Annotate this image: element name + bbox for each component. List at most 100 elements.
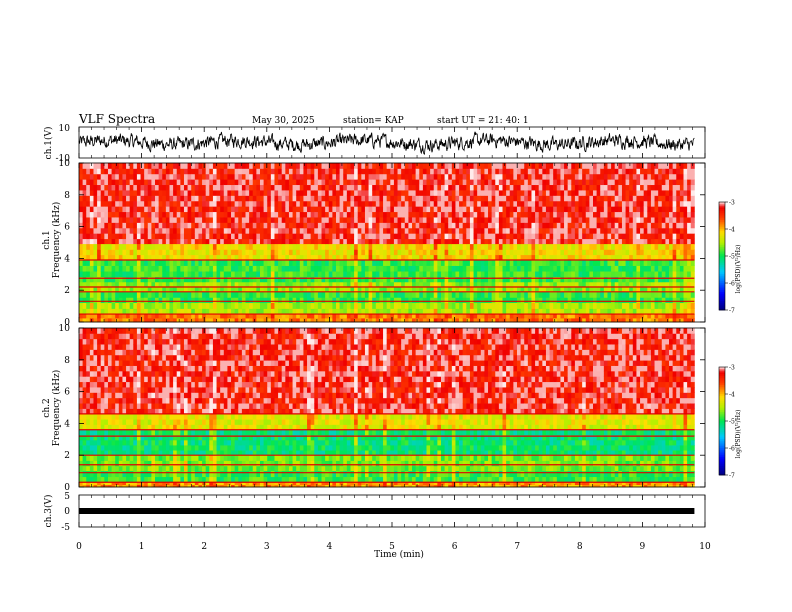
ch1-spectrogram-cell bbox=[498, 211, 503, 218]
ch1-spectrogram-cell bbox=[216, 314, 221, 319]
ch1-spectrogram-cell bbox=[79, 302, 84, 309]
ch1-spectrogram-cell bbox=[676, 291, 681, 298]
ch1-spectrogram-cell bbox=[296, 276, 301, 283]
ch1-spectrogram-cell bbox=[640, 195, 645, 202]
ch1-spectrogram-cell bbox=[640, 282, 645, 288]
ch1-spectrogram-cell bbox=[169, 314, 174, 319]
ch1-spectrogram-cell bbox=[564, 190, 569, 196]
ch1-spectrogram-cell bbox=[216, 308, 221, 315]
ch1-spectrogram-cell bbox=[614, 200, 619, 207]
ch1-spectrogram-cell bbox=[198, 179, 203, 186]
ch1-spectrogram-cell bbox=[473, 308, 478, 315]
ch1-spectrogram-cell bbox=[629, 287, 634, 293]
ch1-spectrogram-cell bbox=[661, 249, 666, 256]
ch1-spectrogram-cell bbox=[513, 302, 518, 309]
ch1-spectrogram-cell bbox=[183, 211, 188, 218]
ch1-spectrogram-cell bbox=[564, 276, 569, 283]
ch1-spectrogram-cell bbox=[538, 276, 543, 283]
ch1-spectrogram-cell bbox=[469, 173, 474, 180]
ch1-spectrogram-cell bbox=[231, 314, 236, 319]
ch1-spectrogram-cell bbox=[372, 297, 377, 304]
ch1-spectrogram-cell bbox=[245, 190, 250, 196]
ch1-spectrogram-cell bbox=[661, 265, 666, 272]
ch1-spectrogram-cell bbox=[495, 297, 500, 304]
ch1-spectrogram-cell bbox=[191, 308, 196, 315]
ch1-spectrogram-cell bbox=[640, 222, 645, 229]
ch1-spectrogram-cell bbox=[216, 200, 221, 207]
ch1-spectrogram-cell bbox=[433, 308, 438, 315]
ch1-spectrogram-cell bbox=[104, 282, 109, 288]
ch1-spectrogram-cell bbox=[607, 282, 612, 288]
ch1-spectrogram-cell bbox=[115, 184, 120, 191]
ch1-spectrogram-cell bbox=[321, 206, 326, 213]
ch1-spectrogram-cell bbox=[183, 227, 188, 234]
ch1-spectrogram-cell bbox=[296, 227, 301, 234]
ch1-spectrogram-cell bbox=[383, 222, 388, 229]
ch1-spectrogram-cell bbox=[115, 318, 120, 323]
ch1-spectrogram-cell bbox=[187, 227, 192, 234]
ch1-spectrogram-cell bbox=[636, 200, 641, 207]
ch1-spectrogram-cell bbox=[408, 302, 413, 309]
ch1-spectrogram-cell bbox=[220, 271, 225, 278]
ch1-spectrogram-cell bbox=[310, 190, 315, 196]
ch1-spectrogram-cell bbox=[368, 217, 373, 223]
ch1-spectrogram-cell bbox=[451, 211, 456, 218]
ch1-spectrogram-cell bbox=[574, 297, 579, 304]
ch1-spectrogram-cell bbox=[477, 265, 482, 272]
ch1-spectrogram-cell bbox=[578, 173, 583, 180]
ch1-spectrogram-cell bbox=[488, 238, 493, 245]
ch1-spectrogram-cell bbox=[426, 287, 431, 293]
ch1-ytick-bottom: -10 bbox=[56, 154, 71, 164]
ch1-spectrogram-cell bbox=[582, 291, 587, 298]
ch1-spectrogram-cell bbox=[270, 190, 275, 196]
ch1-spectrogram-cell bbox=[665, 291, 670, 298]
ch1-spectrogram-cell bbox=[640, 308, 645, 315]
ch1-spectrogram-cell bbox=[321, 244, 326, 250]
ch1-spectrogram-cell bbox=[307, 291, 312, 298]
ch1-spectrogram-cell bbox=[263, 302, 268, 309]
ch1-spectrogram-cell bbox=[234, 173, 239, 180]
ch1-spectrogram-cell bbox=[625, 282, 630, 288]
ch1-spectrogram-cell bbox=[115, 173, 120, 180]
ch1-spectrogram-cell bbox=[173, 217, 178, 223]
ch1-spectrogram-cell bbox=[448, 179, 453, 186]
ch1-spectrogram-cell bbox=[589, 179, 594, 186]
ch1-spectrogram-cell bbox=[292, 238, 297, 245]
ch1-spectrogram-cell bbox=[158, 249, 163, 256]
ch1-spectrogram-cell bbox=[249, 276, 254, 283]
ch1-spectrogram-cell bbox=[79, 195, 84, 202]
ch1-spectrogram-cell bbox=[299, 217, 304, 223]
ch1-spectrogram-cell bbox=[661, 179, 666, 186]
ch1-spectrogram-cell bbox=[104, 184, 109, 191]
ch1-spectrogram-cell bbox=[676, 259, 681, 266]
ch1-spectrogram-cell bbox=[488, 259, 493, 266]
ch1-spectrogram-cell bbox=[672, 206, 677, 213]
ch1-spectrogram-cell bbox=[281, 254, 286, 261]
ch1-spectrogram-cell bbox=[419, 271, 424, 278]
ch1-spectrogram-cell bbox=[469, 200, 474, 207]
ch1-spectrogram-cell bbox=[292, 297, 297, 304]
ch1-spectrogram-cell bbox=[643, 302, 648, 309]
ch1-spectrogram-cell bbox=[535, 211, 540, 218]
ch1-spectrogram-cell bbox=[571, 302, 576, 309]
ch1-spectrogram-cell bbox=[256, 276, 261, 283]
ch1-spectrogram-cell bbox=[122, 287, 127, 293]
ch1-spectrogram-cell bbox=[245, 163, 250, 169]
ch1-spectrogram-cell bbox=[650, 168, 655, 175]
ch1-spectrogram-cell bbox=[183, 163, 188, 169]
ch1-spectrogram-cell bbox=[86, 265, 91, 272]
ch1-spectrogram-cell bbox=[187, 195, 192, 202]
ch1-spectrogram-cell bbox=[122, 222, 127, 229]
ch1-spectrogram-cell bbox=[444, 308, 449, 315]
ch1-spectrogram-cell bbox=[578, 302, 583, 309]
ch1-spectrogram-cell bbox=[209, 314, 214, 319]
ch1-spectrogram-cell bbox=[249, 233, 254, 240]
ch1-spectrogram-cell bbox=[408, 291, 413, 298]
ch1-spectrogram-cell bbox=[176, 244, 181, 250]
ch1-spectrogram-cell bbox=[245, 211, 250, 218]
ch1-spectrogram-cell bbox=[571, 184, 576, 191]
ch1-spectrogram-cell bbox=[299, 287, 304, 293]
ch1-spectrogram-cell bbox=[451, 287, 456, 293]
ch1-spectrogram-cell bbox=[495, 291, 500, 298]
ch1-spectrogram-cell bbox=[669, 287, 674, 293]
